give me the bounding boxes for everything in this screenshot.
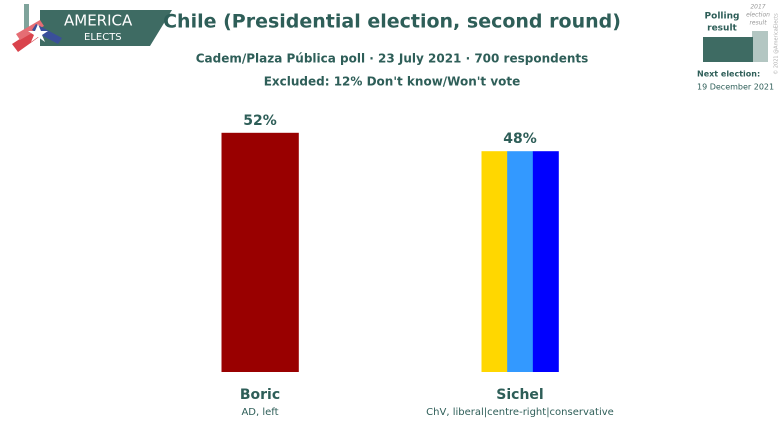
bar — [532, 151, 559, 372]
logo-text: AMERICA — [64, 12, 133, 30]
bar — [221, 132, 299, 372]
logo-text: ELECTS — [84, 32, 122, 43]
category-label: Boric — [240, 387, 280, 403]
next-election-label: Next election: — [697, 70, 760, 79]
subtitle: Cadem/Plaza Pública poll · 23 July 2021 … — [196, 52, 589, 66]
copyright: © 2021 @AmericaElects — [773, 13, 780, 75]
chart-title: Chile (Presidential election, second rou… — [163, 11, 621, 33]
bar — [507, 151, 534, 372]
value-label: 48% — [503, 131, 537, 147]
logo-banner — [40, 10, 172, 46]
legend-label: result — [707, 24, 737, 34]
legend-polling-swatch — [703, 37, 753, 62]
legend-label: result — [749, 20, 767, 27]
category-label: Sichel — [496, 387, 543, 403]
value-label: 52% — [243, 113, 277, 129]
bar — [481, 151, 508, 372]
legend-label: 2017 — [750, 4, 765, 11]
legend-label: election — [746, 12, 770, 19]
legend: Polling result 2017 election result Next… — [697, 4, 780, 92]
logo: AMERICA ELECTS — [12, 4, 172, 52]
logo-star — [28, 24, 48, 42]
legend-label: Polling — [705, 12, 740, 22]
next-election-date: 19 December 2021 — [697, 83, 774, 92]
logo-bar — [24, 4, 29, 30]
category-sublabel: ChV, liberal|centre-right|conservative — [426, 407, 614, 418]
subtitle: Excluded: 12% Don't know/Won't vote — [264, 75, 521, 89]
legend-previous-swatch — [752, 31, 768, 62]
category-sublabel: AD, left — [241, 407, 278, 418]
